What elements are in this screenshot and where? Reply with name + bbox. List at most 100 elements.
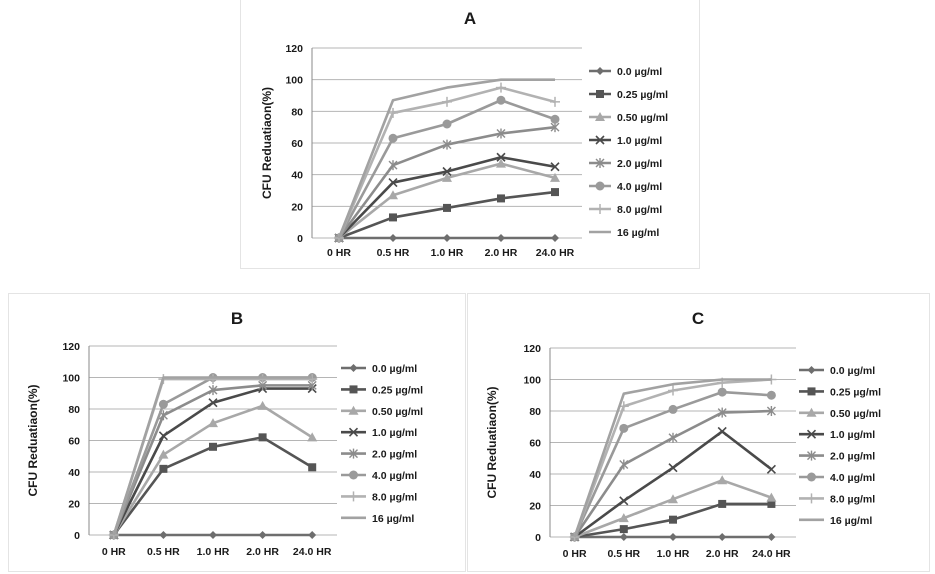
chart-b-series-1 [110, 531, 316, 539]
chart-b-legend: 0.0 µg/ml0.25 µg/ml0.50 µg/ml1.0 µg/ml2.… [341, 363, 423, 525]
chart-b-legend-label: 16 µg/ml [372, 513, 414, 525]
chart-c-x-tick-label: 1.0 HR [657, 548, 690, 560]
chart-a-legend-label: 8.0 µg/ml [617, 204, 662, 216]
chart-c-data-point [767, 533, 775, 541]
chart-a-svg: A0204060801001200 HR0.5 HR1.0 HR2.0 HR24… [241, 0, 699, 268]
chart-c-legend-label: 0.50 µg/ml [830, 408, 881, 420]
chart-c-data-point [718, 500, 726, 508]
chart-c-data-point [668, 386, 678, 396]
chart-b-data-point [308, 531, 316, 539]
chart-a-data-point [550, 97, 560, 107]
chart-b-data-point [209, 443, 217, 451]
chart-a-data-point [497, 234, 505, 242]
chart-a-legend-label: 0.0 µg/ml [617, 66, 662, 78]
chart-panel-c: C0204060801001200 HR0.5 HR1.0 HR2.0 HR24… [467, 293, 930, 572]
chart-c-y-tick-label: 0 [535, 532, 541, 544]
chart-a-data-point [389, 234, 397, 242]
chart-b-data-point [258, 401, 268, 410]
chart-a-data-point [551, 188, 559, 196]
chart-b-series-5 [110, 380, 316, 540]
chart-b-title: B [231, 309, 243, 328]
chart-a-data-point [389, 213, 397, 221]
chart-c-data-point [717, 475, 727, 484]
chart-b-y-tick-label: 60 [68, 436, 80, 448]
chart-a-x-tick-label: 2.0 HR [485, 247, 518, 259]
chart-b-legend-label: 0.25 µg/ml [372, 384, 423, 396]
chart-a-y-tick-label: 60 [291, 138, 303, 150]
chart-c-legend-label: 16 µg/ml [830, 515, 872, 527]
chart-a-y-tick-label: 100 [285, 75, 303, 87]
chart-c-x-tick-label: 0 HR [563, 548, 587, 560]
chart-a-data-point [497, 194, 505, 202]
chart-c-legend-label: 0.25 µg/ml [830, 386, 881, 398]
chart-b-data-point [159, 400, 168, 409]
chart-c-x-tick-label: 24.0 HR [752, 548, 791, 560]
chart-b-data-point [259, 531, 267, 539]
chart-c-legend: 0.0 µg/ml0.25 µg/ml0.50 µg/ml1.0 µg/ml2.… [799, 365, 881, 527]
chart-a-data-point [389, 134, 398, 143]
chart-panel-b: B0204060801001200 HR0.5 HR1.0 HR2.0 HR24… [8, 293, 466, 572]
chart-c-legend-label: 0.0 µg/ml [830, 365, 875, 377]
chart-b-data-point [209, 531, 217, 539]
chart-b-y-tick-label: 120 [62, 341, 80, 353]
chart-c-legend-marker [807, 493, 817, 503]
chart-c-data-point [767, 391, 776, 400]
chart-a-legend-label: 4.0 µg/ml [617, 181, 662, 193]
chart-a-legend-label: 0.25 µg/ml [617, 89, 668, 101]
chart-b-data-point [308, 463, 316, 471]
chart-a-x-tick-label: 24.0 HR [536, 247, 575, 259]
chart-b-series-6 [109, 373, 316, 540]
chart-a-y-tick-label: 20 [291, 201, 303, 213]
chart-a-y-tick-label: 120 [285, 43, 303, 55]
chart-a-series-line [339, 192, 555, 238]
chart-c-legend-label: 4.0 µg/ml [830, 472, 875, 484]
chart-c-series-4 [571, 427, 776, 541]
chart-a-y-axis-label: CFU Reduatiaon(%) [260, 87, 274, 199]
chart-c-data-point [718, 427, 726, 435]
chart-c-y-tick-label: 100 [523, 375, 541, 387]
chart-a-x-tick-label: 1.0 HR [431, 247, 464, 259]
chart-c-data-point [620, 533, 628, 541]
chart-a-x-tick-label: 0.5 HR [377, 247, 410, 259]
chart-c-data-point [718, 388, 727, 397]
chart-b-y-tick-label: 40 [68, 467, 80, 479]
chart-b-legend-marker [349, 471, 358, 480]
chart-c-data-point [620, 525, 628, 533]
chart-c-svg: C0204060801001200 HR0.5 HR1.0 HR2.0 HR24… [468, 294, 929, 571]
chart-b-legend-label: 0.50 µg/ml [372, 406, 423, 418]
chart-c-data-point [767, 465, 775, 473]
chart-c-data-point [669, 516, 677, 524]
chart-b-legend-label: 0.0 µg/ml [372, 363, 417, 375]
chart-a-legend-marker [595, 204, 605, 214]
chart-b-svg: B0204060801001200 HR0.5 HR1.0 HR2.0 HR24… [9, 294, 465, 571]
chart-b-legend-marker [350, 364, 358, 372]
chart-c-legend-label: 1.0 µg/ml [830, 429, 875, 441]
chart-c-y-tick-label: 120 [523, 343, 541, 355]
chart-c-data-point [718, 533, 726, 541]
chart-a-y-tick-label: 40 [291, 170, 303, 182]
chart-a-data-point [551, 234, 559, 242]
chart-a-legend-marker [596, 182, 605, 191]
chart-c-data-point [620, 497, 628, 505]
chart-a-series-line [339, 88, 555, 238]
chart-c-legend-label: 8.0 µg/ml [830, 493, 875, 505]
chart-a-legend-label: 2.0 µg/ml [617, 158, 662, 170]
chart-c-y-tick-label: 20 [529, 501, 541, 513]
chart-a-data-point [442, 97, 452, 107]
chart-c-data-point [620, 460, 628, 470]
chart-panel-a: A0204060801001200 HR0.5 HR1.0 HR2.0 HR24… [240, 0, 700, 269]
chart-b-legend-label: 8.0 µg/ml [372, 491, 417, 503]
chart-a-legend: 0.0 µg/ml0.25 µg/ml0.50 µg/ml1.0 µg/ml2.… [589, 66, 668, 239]
chart-b-legend-label: 2.0 µg/ml [372, 449, 417, 461]
chart-c-data-point [669, 464, 677, 472]
chart-b-series-7 [109, 374, 317, 540]
chart-a-x-tick-label: 0 HR [327, 247, 351, 259]
chart-c-y-tick-label: 80 [529, 406, 541, 418]
chart-a-title: A [464, 9, 476, 28]
chart-a-legend-label: 1.0 µg/ml [617, 135, 662, 147]
chart-a-y-tick-label: 0 [297, 233, 303, 245]
chart-a-data-point [497, 96, 506, 105]
chart-c-legend-marker [808, 387, 816, 395]
chart-b-data-point [159, 465, 167, 473]
chart-c-data-point [669, 405, 678, 414]
